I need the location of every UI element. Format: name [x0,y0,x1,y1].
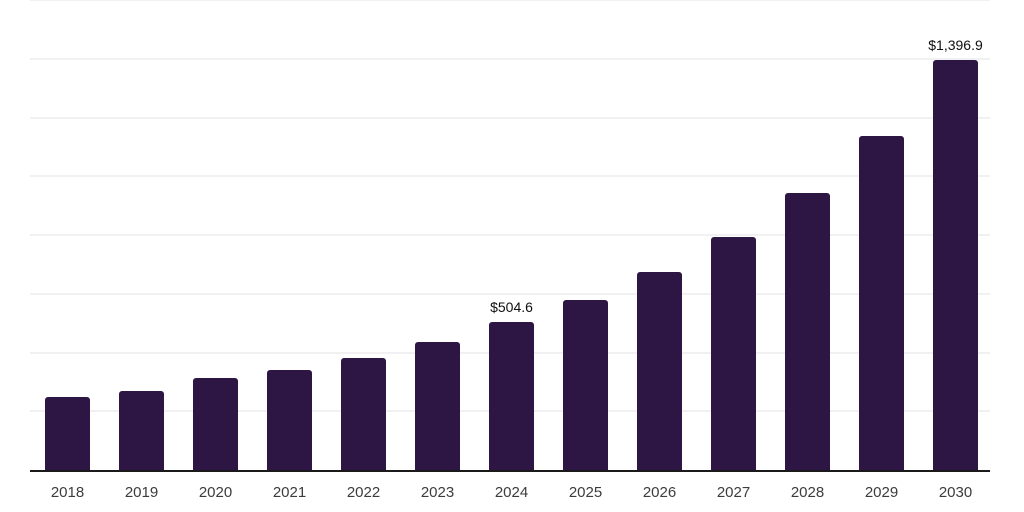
gridline-1000 [30,175,990,178]
bar-2025 [563,299,608,470]
gridline-1400 [30,57,990,60]
bar-2022 [341,357,386,470]
bar-2029 [859,136,904,470]
x-axis-label-2026: 2026 [642,484,677,501]
x-axis-label-2030: 2030 [938,484,973,501]
x-axis-label-2023: 2023 [420,484,455,501]
gridline-600 [30,292,990,295]
x-axis-label-2021: 2021 [272,484,307,501]
bar-2024 [489,321,534,470]
x-axis-label-2029: 2029 [864,484,899,501]
bar-2020 [193,378,238,470]
x-axis-label-2022: 2022 [346,484,381,501]
gridline-800 [30,234,990,236]
x-axis-label-2024: 2024 [494,484,529,501]
bar-value-label-2030: $1,396.9 [928,36,983,53]
bar-value-label-2024: $504.6 [490,298,533,315]
x-axis-label-2019: 2019 [124,484,159,501]
x-axis-label-2025: 2025 [568,484,603,501]
bar-2019 [119,391,164,470]
bar-2018 [45,397,90,470]
bar-2030 [933,59,978,470]
bar-2021 [267,370,312,470]
x-axis-label-2027: 2027 [716,484,751,501]
bar-2026 [637,271,682,470]
bar-2023 [415,341,460,470]
gridline-1600 [30,0,990,1]
x-axis-labels: 2018 2019 2020 2021 2022 2023 2024 2025 2026 2027… [30,484,990,506]
bar-2027 [711,237,756,470]
bar-2028 [785,193,830,470]
plot-area: $504.6 $1,396.9 [30,0,990,470]
x-axis-label-2020: 2020 [198,484,233,501]
gridline-1200 [30,116,990,119]
x-axis-line [30,470,990,472]
x-axis-label-2018: 2018 [50,484,85,501]
x-axis-label-2028: 2028 [790,484,825,501]
